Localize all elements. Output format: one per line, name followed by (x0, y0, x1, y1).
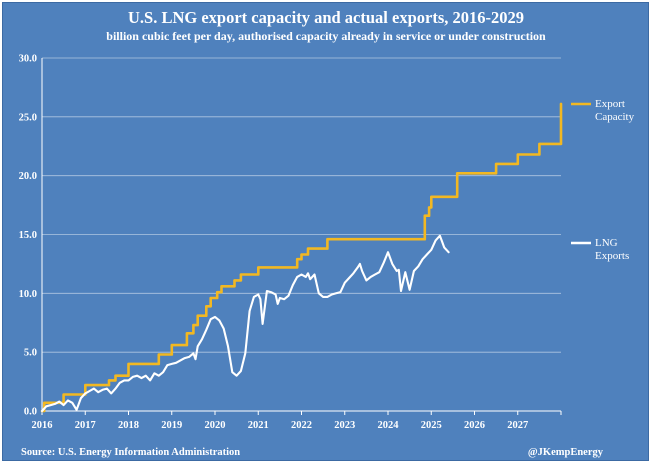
lng-exports-line (40, 234, 450, 413)
x-tick-label: 2025 (421, 420, 442, 431)
chart-frame: U.S. LNG export capacity and actual expo… (2, 2, 649, 461)
x-tick-label: 2016 (32, 420, 53, 431)
chart-title: U.S. LNG export capacity and actual expo… (128, 8, 524, 27)
source-note: Source: U.S. Energy Information Administ… (21, 447, 240, 458)
y-tick-label: 5.0 (24, 348, 37, 359)
x-tick-label: 2020 (205, 420, 226, 431)
export-capacity-line (40, 102, 563, 413)
y-tick-label: 0.0 (24, 407, 37, 418)
chart-subtitle: billion cubic feet per day, authorised c… (106, 29, 546, 43)
chart-canvas: U.S. LNG export capacity and actual expo… (19, 8, 635, 458)
x-tick-label: 2017 (75, 420, 96, 431)
x-tick-label: 2023 (334, 420, 355, 431)
legend-label: LNG (595, 237, 618, 249)
author-credit: @JKempEnergy (528, 447, 604, 458)
x-tick-label: 2024 (378, 420, 400, 431)
series-lines (40, 102, 563, 413)
legend-label: Capacity (595, 111, 635, 123)
y-tick-label: 25.0 (19, 112, 37, 123)
x-tick-label: 2027 (507, 420, 528, 431)
x-tick-label: 2021 (248, 420, 269, 431)
x-tick-label: 2026 (464, 420, 485, 431)
legend-label: Exports (595, 250, 629, 262)
y-tick-label: 15.0 (19, 230, 37, 241)
y-tick-label: 10.0 (19, 289, 37, 300)
x-tick-label: 2018 (118, 420, 139, 431)
y-tick-label: 20.0 (19, 171, 37, 182)
legend-label: Export (595, 98, 625, 110)
axes: 0.0 5.0 10.0 15.0 20.0 25.0 30.0 2016 2017 2018 20… (19, 54, 562, 431)
x-tick-label: 2022 (291, 420, 312, 431)
gridlines (42, 57, 561, 353)
x-tick-label: 2019 (161, 420, 182, 431)
y-tick-label: 30.0 (19, 54, 37, 65)
